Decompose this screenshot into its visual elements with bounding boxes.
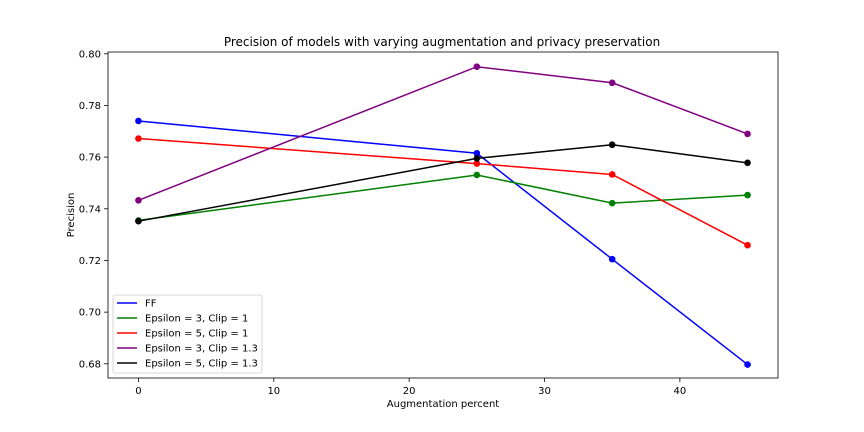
series-line [138, 65, 748, 201]
series-line [138, 137, 748, 246]
data-point [744, 361, 751, 368]
data-point [135, 135, 142, 142]
y-tick-label: 0.78 [79, 101, 101, 112]
series-layer [135, 63, 751, 368]
data-point [473, 155, 481, 162]
series-line [138, 143, 748, 222]
data-point [473, 171, 481, 179]
x-tick-label: 30 [538, 386, 551, 397]
legend-item: Epsilon = 3, Clip = 1 [117, 314, 248, 325]
y-tick-label: 0.80 [79, 49, 101, 60]
legend-label: Epsilon = 3, Clip = 1.3 [145, 344, 258, 355]
y-axis-label: Precision [66, 193, 77, 238]
data-point [135, 196, 142, 204]
legend-item: Epsilon = 5, Clip = 1 [117, 329, 248, 340]
series-4 [135, 63, 751, 204]
chart-title: Precision of models with varying augment… [224, 35, 660, 49]
y-tick-label: 0.74 [79, 204, 101, 215]
series-3 [135, 135, 751, 249]
x-tick-label: 10 [267, 386, 280, 397]
data-point [473, 160, 481, 167]
y-tick-label: 0.72 [79, 256, 101, 267]
data-point [135, 117, 142, 125]
data-point [744, 241, 751, 249]
legend: FF Epsilon = 3, Clip = 1 Epsilon = 5, Clip… [112, 294, 263, 374]
legend-item: Epsilon = 5, Clip = 1.3 [117, 359, 258, 370]
data-point [473, 149, 481, 157]
x-axis-label: Augmentation percent [387, 399, 500, 410]
data-point [608, 79, 616, 87]
data-point [744, 130, 751, 138]
legend-label: Epsilon = 5, Clip = 1.3 [145, 359, 258, 370]
data-point [744, 191, 751, 199]
legend-label: Epsilon = 5, Clip = 1 [145, 329, 248, 340]
data-point [744, 159, 751, 167]
y-tick-label: 0.76 [79, 153, 101, 164]
legend-label: FF [145, 299, 157, 310]
legend-item: Epsilon = 3, Clip = 1.3 [117, 344, 258, 355]
data-point [608, 171, 616, 178]
y-tick-label: 0.68 [79, 359, 101, 370]
data-point [473, 63, 481, 71]
x-axis-ticks: 0 10 20 30 40 [135, 378, 686, 397]
plot-frame [107, 51, 779, 379]
legend-item: FF [117, 299, 157, 310]
y-tick-label: 0.70 [79, 308, 101, 319]
series-5 [135, 141, 751, 225]
x-tick-label: 0 [135, 386, 141, 397]
x-tick-label: 40 [674, 386, 687, 397]
series-line [138, 174, 748, 222]
x-tick-label: 20 [403, 386, 416, 397]
legend-box [112, 294, 263, 374]
series-line [138, 120, 749, 366]
series-1 [135, 117, 751, 368]
data-point [608, 199, 616, 207]
series-2 [135, 171, 751, 224]
y-axis-ticks: 0.68 0.70 0.72 0.74 0.76 0.78 0.80 [79, 49, 108, 370]
data-point [608, 255, 616, 263]
data-point [135, 217, 142, 225]
data-point [608, 141, 616, 149]
legend-label: Epsilon = 3, Clip = 1 [145, 314, 248, 325]
